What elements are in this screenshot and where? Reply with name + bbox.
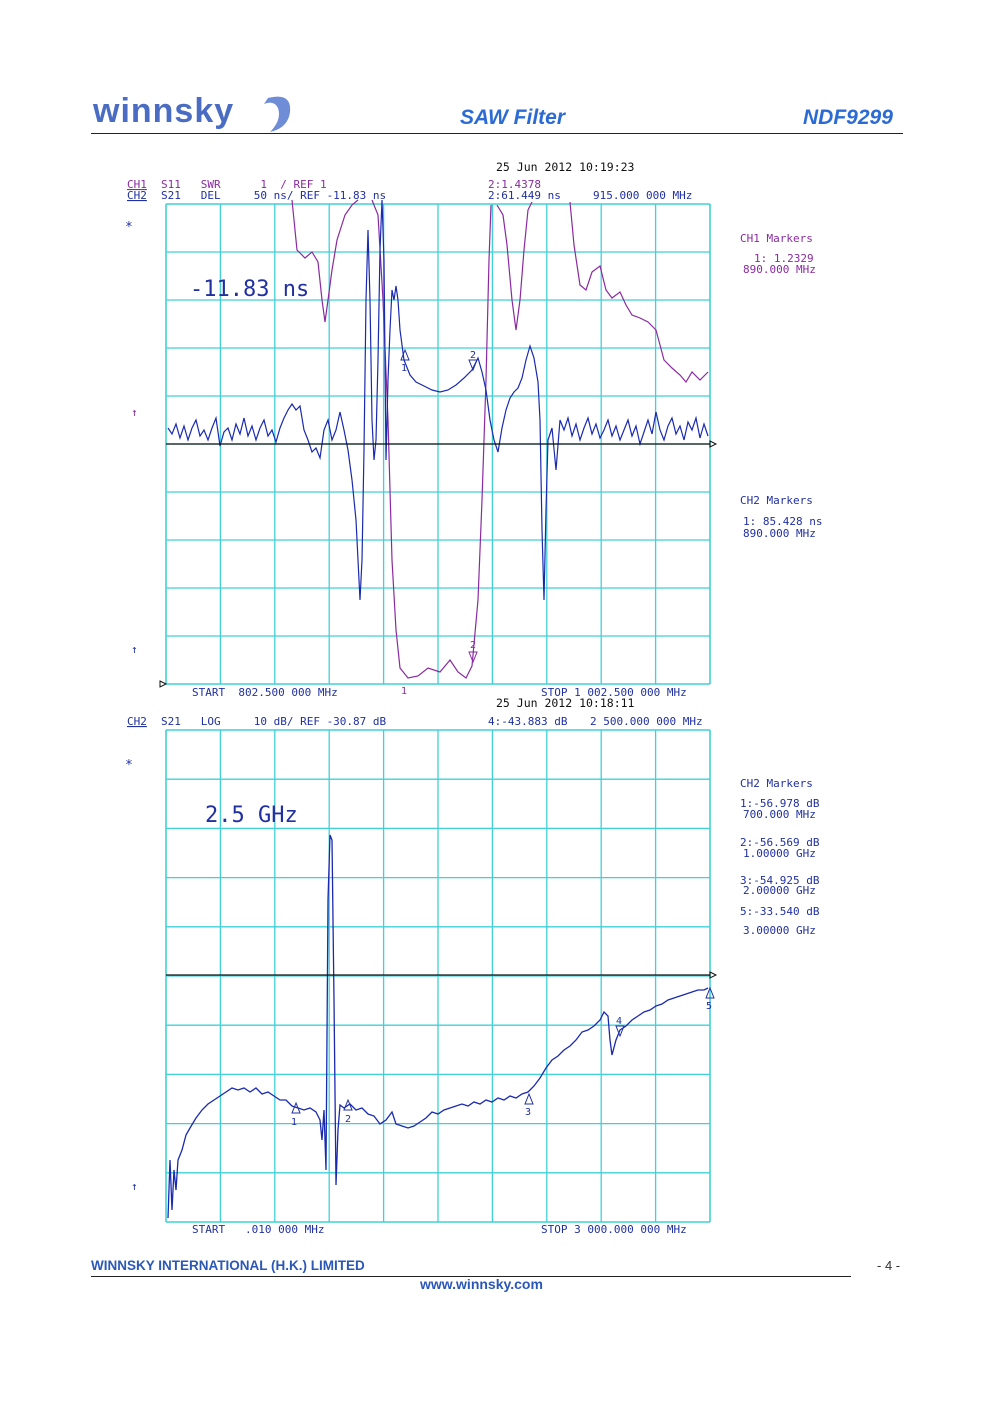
plot1-ch2-settings: S21 DEL 50 ns/ REF -11.83 ns (161, 189, 386, 202)
plot2-marker2-label: 2 (345, 1114, 351, 1125)
footer-company: WINNSKY INTERNATIONAL (H.K.) LIMITED (91, 1258, 365, 1273)
plot2-stop-frequency: STOP 3 000.000 000 MHz (541, 1223, 687, 1236)
plot2-ch2-trace (167, 834, 709, 1219)
plot2-marker5-label: 5 (706, 1001, 712, 1012)
plot1-ref-pointer-icon (709, 440, 718, 448)
plot2-ch2-settings: S21 LOG 10 dB/ REF -30.87 dB (161, 715, 387, 728)
plot1-ch1-tag: CH1 (127, 178, 147, 191)
footer-divider (91, 1276, 851, 1277)
plot2-timestamp: 25 Jun 2012 10:18:11 (496, 696, 635, 710)
plot1-marker2-label: 2 (470, 350, 476, 361)
plot1-star-symbol: * (125, 220, 133, 235)
plot2-marker2-value: 2:-56.569 dB (740, 836, 820, 849)
plot1-ch2-marker-value: 2:61.449 ns (488, 189, 561, 202)
plot1-ch1-ref-arrow: ↑ (131, 406, 138, 419)
plot1-ch1-marker2-triangle (468, 651, 478, 664)
plot2-marker5-value: 5:-33.540 dB (740, 905, 820, 918)
plot1-marker1-triangle (400, 348, 410, 361)
winnsky-logo: winnsky (93, 92, 235, 130)
plot2-overlay-label: 2.5 GHz (205, 803, 298, 828)
part-number: NDF9299 (803, 106, 893, 129)
plot2-start-frequency: START .010 000 MHz (192, 1223, 324, 1236)
plot2-marker4-triangle (615, 1025, 625, 1038)
plot1-start-frequency: START 802.500 000 MHz (192, 686, 338, 699)
plot2-marker-frequency: 2 500.000 000 MHz (590, 715, 703, 728)
plot1-ch2-tag: CH2 (127, 189, 147, 202)
plot2-grid (165, 729, 711, 1223)
plot1-ch2-ref-arrow: ↑ (131, 643, 138, 656)
plot2-star-symbol: * (125, 758, 133, 773)
plot2-marker3-triangle (524, 1092, 534, 1105)
plot2-marker4-label: 4 (616, 1016, 622, 1027)
plot2-marker1-triangle (291, 1101, 301, 1114)
plot2-marker2-freq: 1.00000 GHz (743, 847, 816, 860)
plot1-ch1-marker1-label: 1 (401, 686, 407, 697)
plot2-marker-value: 4:-43.883 dB (488, 715, 568, 728)
plot1-marker-frequency: 915.000 000 MHz (593, 189, 692, 202)
plot2-marker3-label: 3 (525, 1107, 531, 1118)
plot1-timestamp: 25 Jun 2012 10:19:23 (496, 160, 635, 174)
plot1-marker1-label: 1 (401, 363, 407, 374)
plot1-ch1-marker2-label: 2 (470, 640, 476, 651)
footer-page-number: - 4 - (877, 1258, 901, 1273)
plot1-ch1-markers-title: CH1 Markers (740, 232, 813, 245)
plot2-ref-arrow: ↑ (131, 1180, 138, 1193)
plot2-ch2-tag: CH2 (127, 715, 147, 728)
plot1-ch2-markers-title: CH2 Markers (740, 494, 813, 507)
document-title: SAW Filter (460, 106, 566, 129)
plot2-marker1-freq: 700.000 MHz (743, 808, 816, 821)
plot2-ref-pointer-icon (709, 971, 718, 979)
footer-url[interactable]: www.winnsky.com (420, 1276, 543, 1292)
plot2-marker1-value: 1:-56.978 dB (740, 797, 820, 810)
plot1-stop-frequency: STOP 1 002.500 000 MHz (541, 686, 687, 699)
plot2-marker2-triangle (343, 1098, 353, 1111)
plot1-ch1-marker1-value: 1: 1.2329 (754, 252, 814, 265)
plot2-marker3-freq: 2.00000 GHz (743, 884, 816, 897)
plot1-ch1-marker-value: 2:1.4378 (488, 178, 541, 191)
plot1-ch1-settings: S11 SWR 1 / REF 1 (161, 178, 327, 191)
plot1-bottom-pointer-icon (159, 680, 168, 688)
plot1-ch1-trace (291, 199, 709, 679)
plot2-marker5-freq: 3.00000 GHz (743, 924, 816, 937)
plot1-marker2-triangle (468, 359, 478, 372)
plot1-ch2-trace (167, 199, 709, 601)
plot2-marker1-label: 1 (291, 1117, 297, 1128)
header-divider (91, 133, 903, 134)
plot1-ch1-marker1-freq: 890.000 MHz (743, 263, 816, 276)
plot2-ch2-markers-title: CH2 Markers (740, 777, 813, 790)
plot2-marker3-value: 3:-54.925 dB (740, 874, 820, 887)
plot1-overlay-label: -11.83 ns (190, 277, 309, 302)
plot2-marker5-triangle (705, 986, 715, 999)
plot1-ch2-marker1-freq: 890.000 MHz (743, 527, 816, 540)
plot1-ch2-marker1-value: 1: 85.428 ns (743, 515, 822, 528)
